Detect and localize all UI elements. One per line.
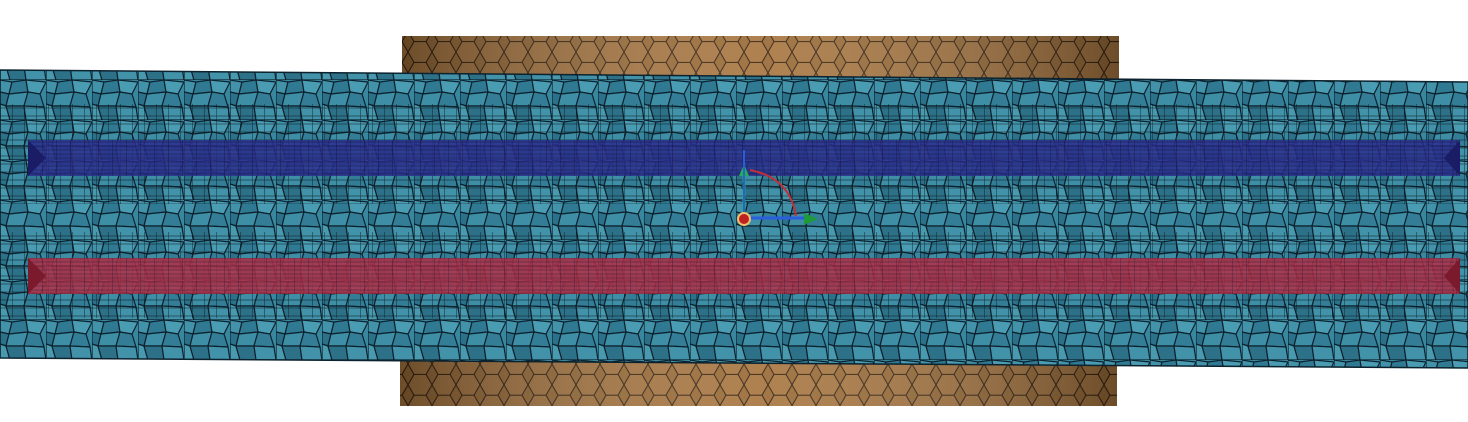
fluid-body[interactable] xyxy=(0,69,1468,369)
origin-icon xyxy=(737,212,751,226)
lower-pipe[interactable] xyxy=(28,258,1460,294)
coordinate-triad[interactable] xyxy=(737,150,818,226)
rotation-arc-icon xyxy=(749,169,797,217)
